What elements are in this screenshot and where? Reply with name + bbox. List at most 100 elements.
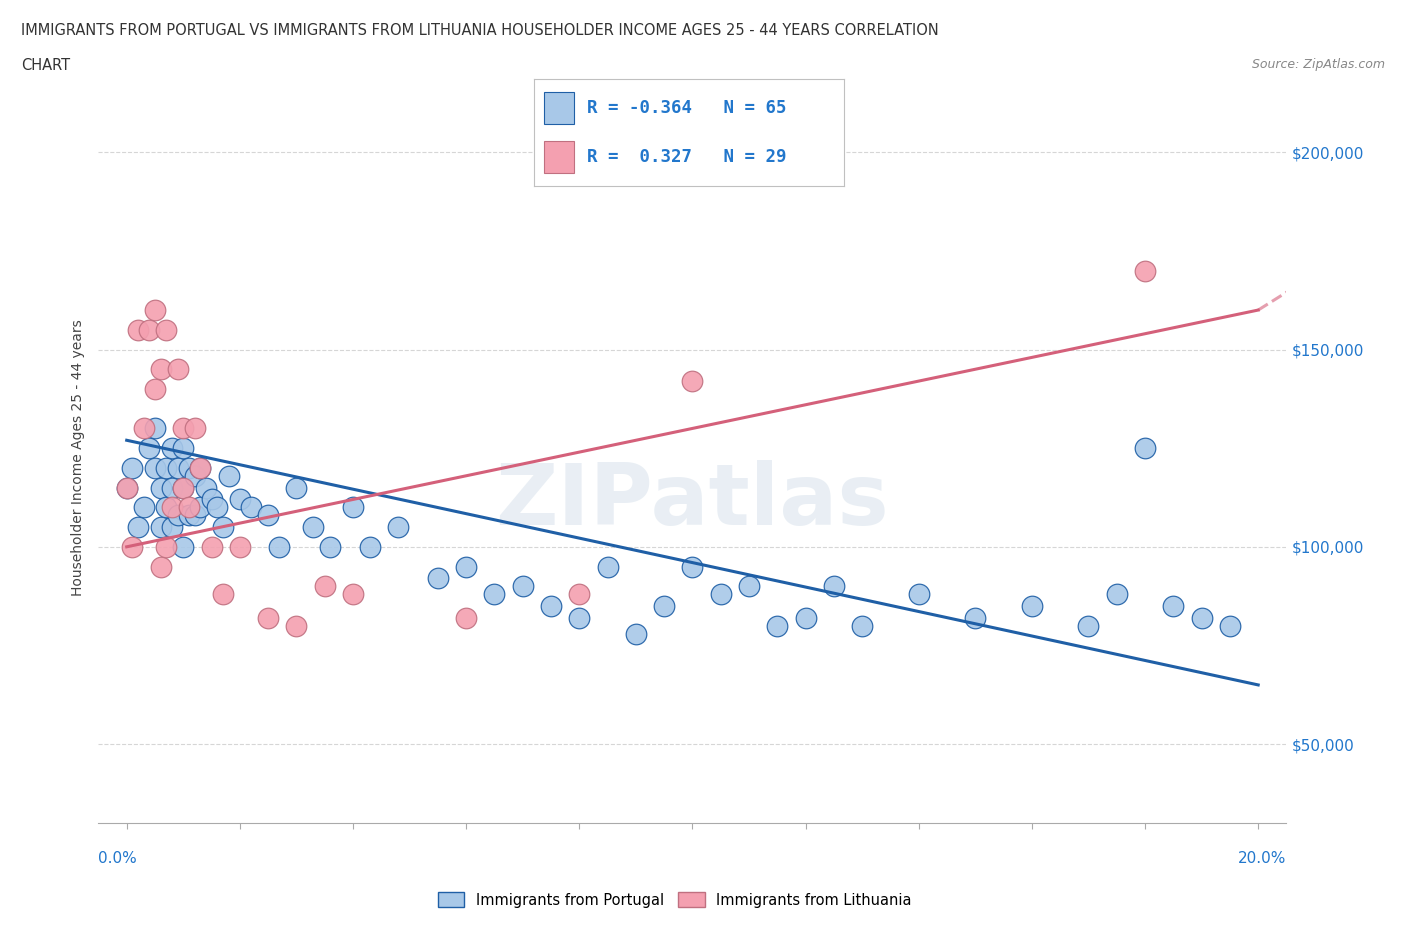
Point (965, 610, 987, 625)
Point (121, 539, 143, 554)
Point (229, 492, 252, 507)
Text: 0.0%: 0.0% (98, 851, 138, 866)
Point (624, 626, 647, 641)
Text: ZIPatlas: ZIPatlas (495, 460, 890, 543)
Point (342, 587, 364, 602)
Point (200, 492, 222, 507)
Point (188, 500, 211, 515)
Point (212, 520, 235, 535)
Point (738, 578, 761, 593)
Point (540, 599, 562, 614)
Point (851, 618, 873, 633)
Point (907, 587, 929, 602)
Point (1191, 610, 1213, 625)
Point (710, 587, 733, 602)
Point (149, 559, 172, 574)
Text: IMMIGRANTS FROM PORTUGAL VS IMMIGRANTS FROM LITHUANIA HOUSEHOLDER INCOME AGES 25: IMMIGRANTS FROM PORTUGAL VS IMMIGRANTS F… (21, 23, 939, 38)
Point (127, 323, 149, 338)
Point (172, 421, 194, 436)
Point (188, 460, 211, 475)
Point (143, 381, 166, 396)
Point (794, 610, 817, 625)
Point (138, 441, 160, 456)
Point (194, 480, 217, 495)
Point (172, 480, 194, 495)
Bar (544, 92, 575, 124)
Point (115, 480, 138, 495)
Point (172, 480, 194, 495)
Point (342, 500, 364, 515)
Point (681, 559, 703, 574)
Point (319, 539, 342, 554)
Text: R = -0.364   N = 65: R = -0.364 N = 65 (586, 99, 786, 117)
Point (143, 460, 166, 475)
Point (121, 460, 143, 475)
Point (512, 578, 534, 593)
Point (115, 480, 138, 495)
Point (132, 421, 155, 436)
Point (1105, 587, 1128, 602)
Point (456, 559, 478, 574)
Point (240, 500, 263, 515)
Point (172, 539, 194, 554)
Y-axis label: Householder Income Ages 25 - 44 years: Householder Income Ages 25 - 44 years (72, 320, 86, 596)
Point (207, 500, 229, 515)
Point (138, 323, 160, 338)
Point (200, 539, 222, 554)
Point (766, 618, 789, 633)
Point (1133, 263, 1156, 278)
Point (149, 520, 172, 535)
Point (183, 508, 205, 523)
Point (188, 460, 211, 475)
Point (160, 441, 183, 456)
Point (212, 587, 235, 602)
Point (426, 571, 449, 586)
Point (257, 508, 280, 523)
Point (652, 599, 675, 614)
Point (143, 302, 166, 317)
Point (177, 508, 200, 523)
Point (166, 508, 188, 523)
Point (160, 500, 183, 515)
Point (456, 610, 478, 625)
Point (149, 362, 172, 377)
Point (359, 539, 381, 554)
Text: 20.0%: 20.0% (1239, 851, 1286, 866)
Point (681, 374, 703, 389)
Point (127, 520, 149, 535)
Point (166, 362, 188, 377)
Bar (544, 141, 575, 173)
Text: CHART: CHART (21, 58, 70, 73)
Point (596, 559, 619, 574)
Point (568, 610, 591, 625)
Point (155, 539, 177, 554)
Point (172, 441, 194, 456)
Point (177, 460, 200, 475)
Point (1077, 618, 1099, 633)
Text: R =  0.327   N = 29: R = 0.327 N = 29 (586, 148, 786, 166)
Point (285, 618, 308, 633)
Legend: Immigrants from Portugal, Immigrants from Lithuania: Immigrants from Portugal, Immigrants fro… (432, 886, 918, 913)
Point (285, 480, 308, 495)
Point (166, 460, 188, 475)
Point (229, 539, 252, 554)
Point (183, 421, 205, 436)
Point (1219, 618, 1241, 633)
Point (155, 460, 177, 475)
Point (160, 520, 183, 535)
Point (143, 421, 166, 436)
Point (257, 610, 280, 625)
Point (314, 578, 336, 593)
Point (484, 587, 506, 602)
Point (160, 480, 183, 495)
Point (1163, 599, 1185, 614)
Point (1133, 441, 1156, 456)
Point (302, 520, 325, 535)
Point (568, 587, 591, 602)
Point (1021, 599, 1043, 614)
Point (387, 520, 409, 535)
Point (183, 469, 205, 484)
Point (269, 539, 291, 554)
Point (155, 500, 177, 515)
Point (218, 469, 240, 484)
